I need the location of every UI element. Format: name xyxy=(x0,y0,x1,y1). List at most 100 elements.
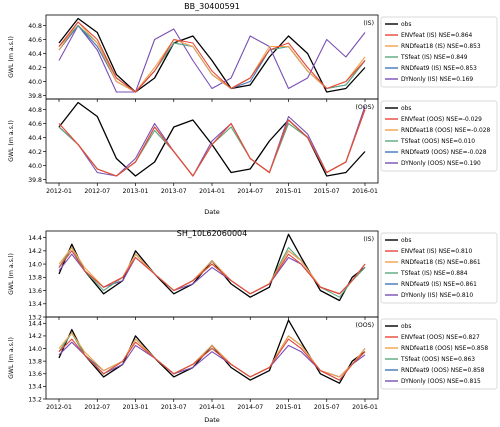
series-line-envfeat xyxy=(58,109,366,177)
y-tick-label: 13.2 xyxy=(28,396,42,403)
y-tick-label: 39.8 xyxy=(28,93,42,100)
legend: obs ENVfeat (IS) NSE=0.810 RNDfeat18 (IS) … xyxy=(380,232,498,304)
panel-oos: 39.8 40.0 40.2 40.4 40.6 40.8 (OOS) GWL (m a.s.… xyxy=(8,98,498,186)
y-tick-label: 13.2 xyxy=(28,314,42,321)
panel-oos: 13.2 13.4 13.6 13.8 14.0 14.2 14.4 (OOS) GWL (m … xyxy=(8,316,498,403)
x-tick-label: 2016-01 xyxy=(352,188,378,195)
legend-label: obs xyxy=(401,324,411,330)
chart-2: SH_10L62060004 13.2 13.4 13.6 13.8 14.0 14.2 14… xyxy=(8,229,498,424)
series-line-dynonly xyxy=(58,105,366,177)
y-tick-label: 40.0 xyxy=(28,79,42,86)
y-tick-label: 40.6 xyxy=(28,121,42,128)
legend: obs ENVfeat (OOS) NSE=-0.029 RNDfeat18 (OO… xyxy=(380,100,498,172)
legend-label: TSfeat (OOS) NSE=0.010 xyxy=(400,139,475,145)
y-tick-label: 13.6 xyxy=(28,288,42,295)
legend-label: ENVfeat (OOS) NSE=0.827 xyxy=(401,335,480,341)
series-line-rndfeat18 xyxy=(58,332,366,378)
panel-tag: (IS) xyxy=(363,20,374,27)
chart-1: BB_30400591 39.8 40.0 40.2 40.4 40.6 40.8 (IS) G… xyxy=(8,2,498,216)
series-line-obs xyxy=(58,101,366,177)
y-tick-label: 13.8 xyxy=(28,275,42,282)
legend-label: RNDfeat18 (IS) NSE=0.861 xyxy=(401,260,481,266)
x-tick-label: 2015-07 xyxy=(314,188,340,195)
legend: obs ENVfeat (IS) NSE=0.864 RNDfeat18 (IS) … xyxy=(380,16,498,88)
legend-label: DYNonly (OOS) NSE=0.190 xyxy=(401,161,481,167)
x-tick-label: 2013-07 xyxy=(161,188,187,195)
legend-label: DYNonly (OOS) NSE=0.815 xyxy=(401,379,481,385)
legend: obs ENVfeat (OOS) NSE=0.827 RNDfeat18 (OOS… xyxy=(380,318,498,390)
y-tick-label: 40.0 xyxy=(28,163,42,170)
x-tick-label: 2014-07 xyxy=(237,188,263,195)
x-tick-label: 2013-01 xyxy=(123,404,149,411)
x-axis-label: Date xyxy=(204,416,220,424)
series-line-tsfeat xyxy=(58,109,366,177)
x-tick-label: 2012-01 xyxy=(46,188,72,195)
series-line-envfeat xyxy=(58,338,366,381)
plot-frame xyxy=(45,230,379,318)
legend-label: TSfeat (IS) NSE=0.849 xyxy=(400,55,468,61)
plot-frame xyxy=(45,316,379,400)
y-tick-label: 40.8 xyxy=(28,107,42,114)
panel-is: 13.2 13.4 13.6 13.8 14.0 14.2 14.4 (IS) GWL (m a… xyxy=(8,230,498,321)
panel-tag: (IS) xyxy=(363,236,374,243)
legend-label: RNDfeat9 (OOS) NSE=0.858 xyxy=(401,368,485,374)
y-tick-label: 40.4 xyxy=(28,135,42,142)
y-tick-label: 14.4 xyxy=(28,235,42,242)
x-tick-label: 2014-01 xyxy=(199,188,225,195)
x-tick-label: 2013-07 xyxy=(161,404,187,411)
y-tick-label: 40.6 xyxy=(28,37,42,44)
series-line-dynonly xyxy=(58,24,366,93)
x-tick-label: 2012-07 xyxy=(84,188,110,195)
y-tick-label: 14.2 xyxy=(28,333,42,340)
legend-label: ENVfeat (IS) NSE=0.810 xyxy=(401,249,473,255)
legend-box xyxy=(380,16,498,88)
series-lines xyxy=(58,319,366,384)
series-line-tsfeat xyxy=(58,246,366,298)
legend-label: RNDfeat9 (OOS) NSE=-0.028 xyxy=(401,150,487,156)
legend-label: RNDfeat18 (OOS) NSE=0.858 xyxy=(401,346,488,352)
series-lines xyxy=(58,233,366,302)
legend-label: obs xyxy=(401,22,411,28)
y-tick-label: 14.2 xyxy=(28,248,42,255)
y-tick-label: 40.2 xyxy=(28,149,42,156)
series-line-rndfeat18 xyxy=(58,21,366,93)
x-tick-label: 2014-07 xyxy=(237,404,263,411)
y-axis-label: GWL (m a.s.l) xyxy=(8,253,15,295)
series-line-envfeat xyxy=(58,250,366,295)
legend-box xyxy=(380,232,498,304)
x-tick-label: 2012-01 xyxy=(46,404,72,411)
y-tick-label: 13.4 xyxy=(28,301,42,308)
legend-label: obs xyxy=(401,238,411,244)
series-line-envfeat xyxy=(58,21,366,93)
series-lines xyxy=(58,17,366,93)
x-tick-label: 2016-01 xyxy=(352,404,378,411)
legend-box xyxy=(380,100,498,172)
x-axis-label: Date xyxy=(204,208,220,216)
series-line-rndfeat18 xyxy=(58,109,366,177)
legend-label: DYNonly (IS) NSE=0.810 xyxy=(401,293,473,299)
y-tick-label: 40.4 xyxy=(28,51,42,58)
y-tick-label: 40.8 xyxy=(28,23,42,30)
y-axis-label: GWL (m a.s.l) xyxy=(8,337,15,379)
y-tick-label: 40.2 xyxy=(28,65,42,72)
plot-frame xyxy=(45,14,379,100)
legend-box xyxy=(380,318,498,390)
legend-label: RNDfeat9 (IS) NSE=0.861 xyxy=(401,282,477,288)
legend-label: obs xyxy=(401,106,411,112)
legend-label: ENVfeat (IS) NSE=0.864 xyxy=(401,33,473,39)
x-tick-label: 2015-01 xyxy=(276,404,302,411)
series-lines xyxy=(58,101,366,177)
panel-is: 39.8 40.0 40.2 40.4 40.6 40.8 (IS) GWL (m a.s.l… xyxy=(8,14,498,102)
y-tick-label: 14.0 xyxy=(28,346,42,353)
y-tick-label: 14.4 xyxy=(28,321,42,328)
x-tick-label: 2014-01 xyxy=(199,404,225,411)
y-axis-label: GWL (m a.s.l) xyxy=(8,120,15,162)
x-tick-label: 2013-01 xyxy=(123,188,149,195)
legend-label: TSfeat (OOS) NSE=0.863 xyxy=(400,357,475,363)
x-tick-label: 2015-07 xyxy=(314,404,340,411)
y-tick-label: 14.0 xyxy=(28,261,42,268)
y-tick-label: 13.6 xyxy=(28,371,42,378)
x-tick-label: 2015-01 xyxy=(276,188,302,195)
chart-title: BB_30400591 xyxy=(184,2,240,11)
